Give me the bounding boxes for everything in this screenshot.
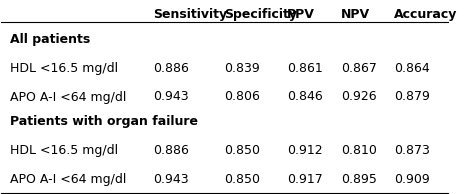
Text: 0.926: 0.926 — [340, 90, 376, 104]
Text: 0.943: 0.943 — [153, 173, 189, 186]
Text: 0.839: 0.839 — [225, 62, 260, 75]
Text: 0.873: 0.873 — [394, 144, 430, 157]
Text: 0.806: 0.806 — [225, 90, 260, 104]
Text: 0.850: 0.850 — [225, 173, 261, 186]
Text: 0.917: 0.917 — [287, 173, 323, 186]
Text: 0.895: 0.895 — [340, 173, 377, 186]
Text: HDL <16.5 mg/dl: HDL <16.5 mg/dl — [10, 144, 119, 157]
Text: Patients with organ failure: Patients with organ failure — [10, 115, 198, 128]
Text: 0.943: 0.943 — [153, 90, 189, 104]
Text: 0.886: 0.886 — [153, 144, 189, 157]
Text: Accuracy: Accuracy — [394, 8, 458, 21]
Text: Sensitivity: Sensitivity — [153, 8, 227, 21]
Text: 0.850: 0.850 — [225, 144, 261, 157]
Text: 0.909: 0.909 — [394, 173, 430, 186]
Text: 0.867: 0.867 — [340, 62, 377, 75]
Text: PPV: PPV — [287, 8, 315, 21]
Text: Specificity: Specificity — [225, 8, 298, 21]
Text: 0.886: 0.886 — [153, 62, 189, 75]
Text: 0.810: 0.810 — [340, 144, 377, 157]
Text: APO A-I <64 mg/dl: APO A-I <64 mg/dl — [10, 173, 127, 186]
Text: All patients: All patients — [10, 33, 91, 46]
Text: NPV: NPV — [340, 8, 370, 21]
Text: APO A-I <64 mg/dl: APO A-I <64 mg/dl — [10, 90, 127, 104]
Text: 0.879: 0.879 — [394, 90, 430, 104]
Text: 0.864: 0.864 — [394, 62, 430, 75]
Text: 0.846: 0.846 — [287, 90, 323, 104]
Text: 0.861: 0.861 — [287, 62, 323, 75]
Text: 0.912: 0.912 — [287, 144, 323, 157]
Text: HDL <16.5 mg/dl: HDL <16.5 mg/dl — [10, 62, 119, 75]
